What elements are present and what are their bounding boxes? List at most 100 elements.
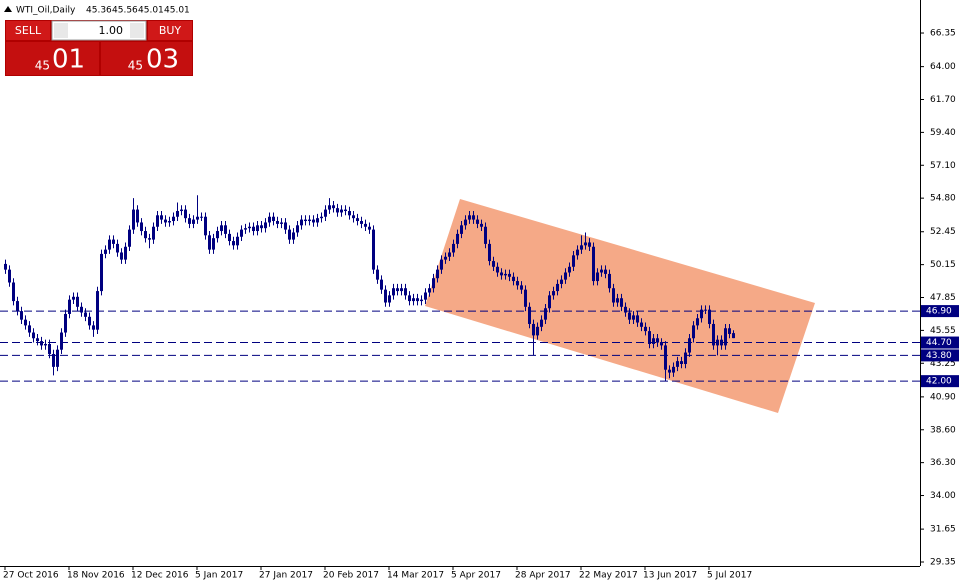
candle-body: [276, 221, 279, 224]
candle-body: [548, 295, 551, 309]
candle-body: [60, 332, 63, 350]
candle-body: [220, 225, 223, 232]
candle-body: [12, 282, 15, 302]
symbol-label: WTI_Oil,Daily: [16, 6, 76, 16]
candle-body: [92, 325, 95, 330]
candle-body: [656, 338, 659, 343]
candle-body: [288, 229, 291, 240]
y-tick-label: 31.65: [930, 525, 956, 535]
candle-body: [224, 225, 227, 234]
ask-big: 45: [128, 59, 143, 73]
x-tick-label: 27 Oct 2016: [3, 571, 59, 581]
y-tick-label: 43.25: [930, 359, 956, 369]
candle-body: [304, 219, 307, 222]
candle-body: [392, 288, 395, 296]
x-tick-label: 18 Nov 2016: [67, 571, 125, 581]
ohlc-close: 45.01: [164, 6, 190, 16]
sell-button[interactable]: [6, 21, 50, 40]
collapse-icon[interactable]: [4, 6, 12, 12]
candle-body: [660, 342, 663, 346]
candle-body: [48, 343, 51, 354]
lot-up[interactable]: [130, 23, 144, 38]
candle-body: [372, 229, 375, 270]
candle-body: [640, 322, 643, 327]
ask-box[interactable]: [101, 42, 192, 75]
candle-body: [524, 289, 527, 307]
candle-body: [212, 238, 215, 250]
candle-body: [112, 239, 115, 244]
candle-body: [88, 316, 91, 326]
candle-body: [632, 315, 635, 320]
lot-input[interactable]: [51, 20, 147, 41]
candle-body: [388, 295, 391, 303]
candle-body: [248, 226, 251, 229]
candle-body: [28, 325, 31, 333]
lot-down[interactable]: [54, 23, 68, 38]
candle-body: [604, 269, 607, 274]
candle-body: [80, 306, 83, 313]
candle-body: [100, 253, 103, 292]
candle-body: [420, 299, 423, 302]
candle-body: [600, 269, 603, 273]
candle-body: [508, 273, 511, 277]
candle-body: [148, 238, 151, 240]
candle-body: [140, 222, 143, 232]
candle-body: [364, 223, 367, 227]
ask-small: 03: [146, 45, 179, 75]
candle-body: [708, 309, 711, 324]
candle-body: [428, 288, 431, 293]
candle-body: [608, 273, 611, 289]
candle-body: [684, 352, 687, 364]
candle-body: [244, 228, 247, 230]
candle-body: [340, 209, 343, 213]
candle-body: [460, 225, 463, 234]
candle-body: [96, 291, 99, 330]
y-tick-label: 36.30: [930, 458, 956, 468]
candle-body: [348, 211, 351, 216]
buy-label[interactable]: BUY: [159, 24, 182, 37]
candle-body: [528, 306, 531, 324]
candle-body: [40, 341, 43, 346]
candle-body: [8, 269, 11, 283]
candle-body: [492, 261, 495, 267]
bid-box[interactable]: [6, 42, 99, 75]
candle-body: [544, 308, 547, 320]
candle-body: [704, 309, 707, 311]
candle-body: [556, 283, 559, 292]
ohlc-high: 45.56: [112, 6, 138, 16]
candle-body: [104, 249, 107, 254]
candle-body: [724, 328, 727, 346]
price-line-label: 46.90: [926, 307, 952, 317]
sell-label[interactable]: SELL: [15, 24, 42, 37]
candle-body: [356, 218, 359, 222]
candle-body: [592, 246, 595, 282]
candle-body: [16, 301, 19, 312]
candle-body: [676, 361, 679, 367]
x-tick-label: 12 Dec 2016: [131, 571, 189, 581]
candle-body: [156, 215, 159, 227]
candle-body: [500, 272, 503, 276]
candle-body: [652, 338, 655, 344]
candle-body: [540, 319, 543, 327]
price-line-tag: [921, 375, 959, 388]
candle-body: [136, 209, 139, 223]
candle-body: [496, 266, 499, 273]
candle-body: [472, 215, 475, 220]
y-tick-label: 54.80: [930, 194, 956, 204]
candle-body: [68, 299, 71, 314]
candle-body: [672, 366, 675, 373]
candle-body: [264, 222, 267, 229]
buy-button[interactable]: [148, 21, 192, 40]
candle-body: [620, 298, 623, 307]
candle-body: [644, 326, 647, 332]
candle-body: [120, 252, 123, 260]
x-tick-label: 27 Jan 2017: [259, 571, 313, 581]
candle-body: [468, 215, 471, 220]
candle-body: [152, 226, 155, 240]
candle-body: [712, 323, 715, 346]
candle-body: [328, 205, 331, 210]
candle-body: [384, 289, 387, 303]
lot-value[interactable]: 1.00: [99, 24, 124, 37]
candle-body: [696, 318, 699, 326]
